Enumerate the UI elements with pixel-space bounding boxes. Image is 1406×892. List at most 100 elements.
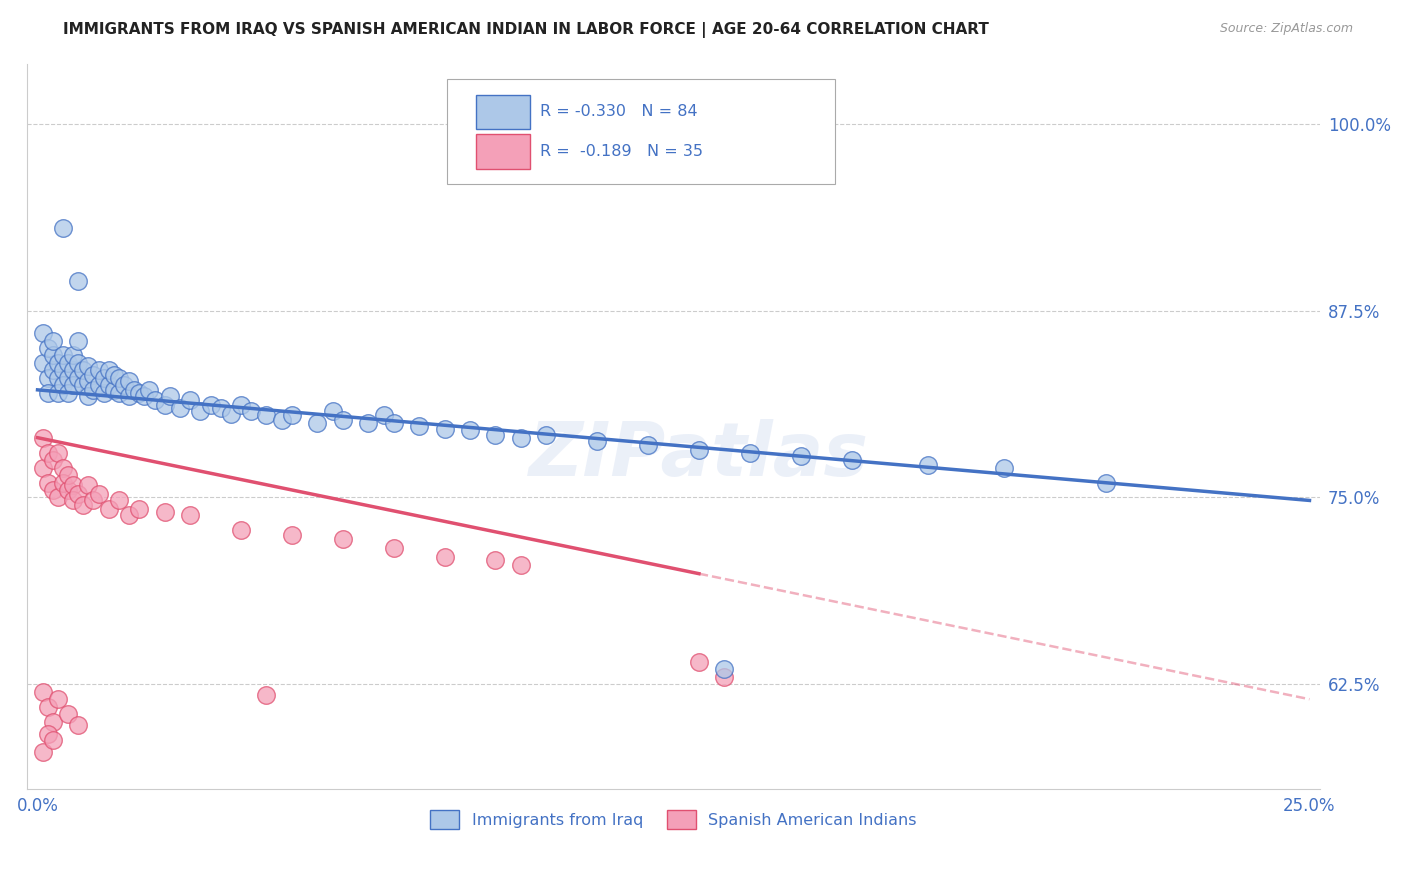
Point xyxy=(62,363,84,377)
Point xyxy=(357,416,380,430)
Point xyxy=(118,374,141,388)
Point xyxy=(789,449,811,463)
Point xyxy=(1095,475,1118,490)
Point xyxy=(52,363,75,377)
Point xyxy=(31,745,53,759)
Bar xyxy=(475,135,530,169)
Point xyxy=(688,655,710,669)
Point xyxy=(179,393,201,408)
Point xyxy=(37,445,59,459)
Point xyxy=(103,383,125,397)
Point xyxy=(112,378,135,392)
Point xyxy=(42,453,65,467)
Point xyxy=(688,442,710,457)
Point xyxy=(52,475,75,490)
Point xyxy=(993,460,1015,475)
Point xyxy=(332,413,354,427)
Point xyxy=(52,349,75,363)
Point xyxy=(87,378,110,392)
Point xyxy=(458,423,481,437)
Point xyxy=(240,404,263,418)
Point xyxy=(83,383,105,397)
Point xyxy=(67,717,90,731)
Point xyxy=(209,401,232,415)
Point xyxy=(153,398,176,412)
Point xyxy=(382,416,405,430)
Point xyxy=(42,732,65,747)
Point xyxy=(484,553,506,567)
Point xyxy=(56,356,79,370)
Point xyxy=(31,326,53,340)
Point xyxy=(382,541,405,556)
Point xyxy=(179,508,201,523)
Bar xyxy=(475,95,530,129)
Point xyxy=(52,460,75,475)
Point xyxy=(46,371,69,385)
Point xyxy=(586,434,609,448)
Point xyxy=(256,409,278,423)
Point xyxy=(37,341,59,355)
Point xyxy=(229,398,252,412)
Point xyxy=(200,398,222,412)
Point xyxy=(77,478,100,492)
Point xyxy=(56,483,79,497)
Point xyxy=(134,389,156,403)
Point xyxy=(93,385,115,400)
Point xyxy=(31,684,53,698)
Point xyxy=(108,371,131,385)
Point xyxy=(77,374,100,388)
Point xyxy=(433,422,456,436)
Point xyxy=(42,714,65,729)
Point xyxy=(56,371,79,385)
Point xyxy=(67,274,90,288)
Point xyxy=(31,460,53,475)
Legend: Immigrants from Iraq, Spanish American Indians: Immigrants from Iraq, Spanish American I… xyxy=(423,804,924,835)
Point xyxy=(373,409,395,423)
Point xyxy=(31,431,53,445)
Point xyxy=(188,404,211,418)
Point xyxy=(67,334,90,348)
Point xyxy=(229,524,252,538)
Point xyxy=(509,431,531,445)
Point xyxy=(37,385,59,400)
Point xyxy=(56,385,79,400)
Point xyxy=(67,371,90,385)
Point xyxy=(37,726,59,740)
Point xyxy=(128,502,150,516)
Point xyxy=(143,393,166,408)
Point xyxy=(219,407,242,421)
Point xyxy=(46,445,69,459)
Point xyxy=(62,349,84,363)
Point xyxy=(97,363,120,377)
Point xyxy=(46,692,69,706)
Point xyxy=(122,383,145,397)
Point xyxy=(484,427,506,442)
Text: IMMIGRANTS FROM IRAQ VS SPANISH AMERICAN INDIAN IN LABOR FORCE | AGE 20-64 CORRE: IMMIGRANTS FROM IRAQ VS SPANISH AMERICAN… xyxy=(63,22,990,38)
Point xyxy=(46,385,69,400)
Point xyxy=(108,385,131,400)
Point xyxy=(62,478,84,492)
Point xyxy=(118,389,141,403)
Point xyxy=(97,502,120,516)
Point xyxy=(37,475,59,490)
Point xyxy=(509,558,531,572)
Point xyxy=(97,378,120,392)
Point xyxy=(46,356,69,370)
Point xyxy=(108,493,131,508)
Point xyxy=(332,533,354,547)
Point xyxy=(67,356,90,370)
Point xyxy=(713,662,735,676)
Point xyxy=(52,378,75,392)
Point xyxy=(738,445,761,459)
Point xyxy=(87,487,110,501)
Point xyxy=(917,458,939,472)
Point xyxy=(52,221,75,235)
Point xyxy=(256,688,278,702)
Point xyxy=(153,505,176,519)
Point xyxy=(118,508,141,523)
Point xyxy=(93,371,115,385)
Point xyxy=(128,385,150,400)
Text: R =  -0.189   N = 35: R = -0.189 N = 35 xyxy=(540,145,703,160)
Text: R = -0.330   N = 84: R = -0.330 N = 84 xyxy=(540,103,697,119)
Point xyxy=(56,707,79,722)
